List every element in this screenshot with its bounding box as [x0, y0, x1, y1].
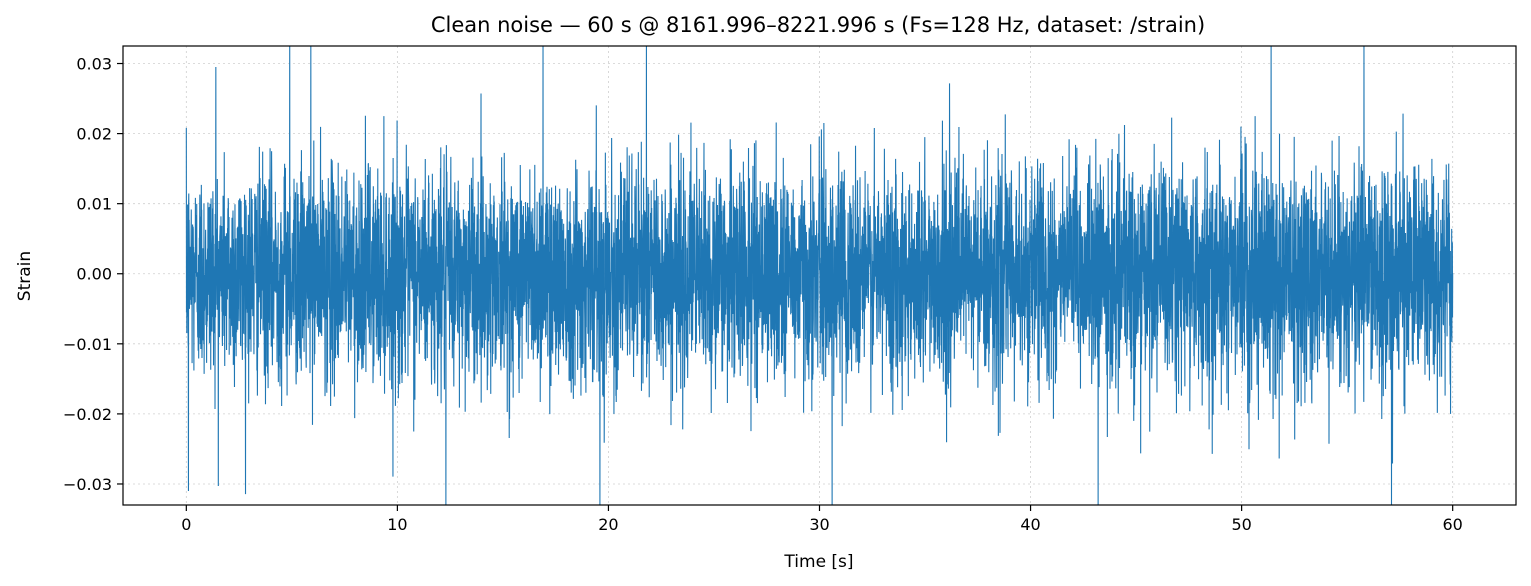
chart-title: Clean noise — 60 s @ 8161.996–8221.996 s… — [431, 13, 1205, 37]
y-tick-label: 0.01 — [76, 195, 112, 214]
y-tick-label: 0.02 — [76, 125, 112, 144]
y-tick-label: 0.03 — [76, 55, 112, 74]
strain-series-line — [185, 46, 1454, 505]
y-tick-label: 0.00 — [76, 265, 112, 284]
y-tick-label: −0.03 — [63, 475, 112, 494]
y-tick-label: −0.02 — [63, 405, 112, 424]
y-axis: −0.03 −0.02 −0.01 0.00 0.01 0.02 0.03 — [63, 55, 123, 494]
x-axis-label: Time [s] — [783, 552, 853, 572]
x-tick-label: 40 — [1020, 515, 1040, 534]
plot-area — [185, 46, 1454, 505]
x-tick-label: 0 — [181, 515, 191, 534]
y-axis-label: Strain — [15, 251, 35, 301]
x-tick-label: 30 — [809, 515, 829, 534]
y-tick-label: −0.01 — [63, 335, 112, 354]
x-tick-label: 50 — [1231, 515, 1251, 534]
x-tick-label: 10 — [387, 515, 407, 534]
x-tick-label: 20 — [598, 515, 618, 534]
x-axis: 0 10 20 30 40 50 60 — [181, 505, 1463, 534]
x-tick-label: 60 — [1443, 515, 1463, 534]
